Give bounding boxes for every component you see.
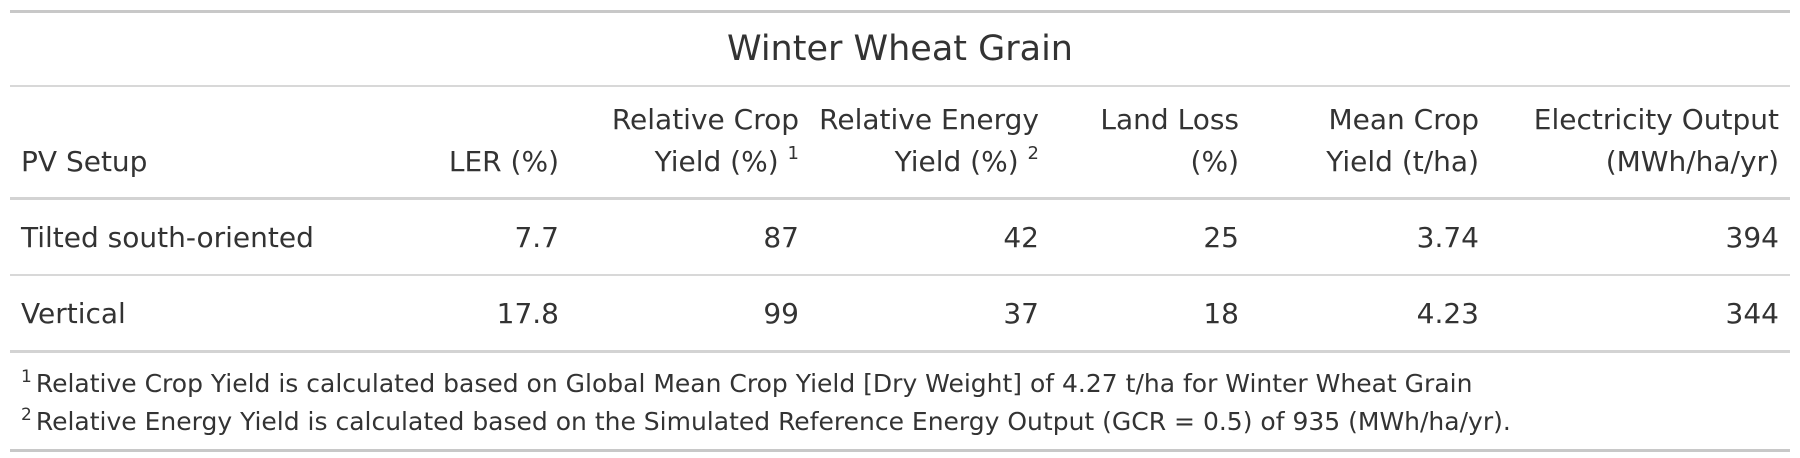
body-bottom-rule: [10, 350, 1790, 353]
header-line2: Yield (%): [894, 145, 1019, 178]
header-line2: LER (%): [448, 145, 559, 178]
cell-ler: 17.8: [496, 296, 559, 330]
header-line2: PV Setup: [21, 145, 148, 178]
header-relative-crop-yield: Relative Crop Yield (%) 1: [570, 87, 810, 197]
header-line1: Relative Energy: [819, 103, 1039, 136]
cell-pv-setup: Vertical: [21, 296, 126, 330]
footnote-marker: 2: [1027, 143, 1039, 164]
header-line1: Electricity Output: [1533, 103, 1779, 136]
row-divider: [10, 274, 1790, 276]
header-rule: [10, 197, 1790, 200]
header-relative-energy-yield: Relative Energy Yield (%) 2: [810, 87, 1050, 197]
bottom-rule: [10, 449, 1790, 452]
header-land-loss: Land Loss (%): [1050, 87, 1250, 197]
cell-relative-crop-yield: 87: [763, 220, 799, 254]
cell-relative-energy-yield: 42: [1003, 220, 1039, 254]
header-line2: Yield (t/ha): [1326, 145, 1479, 178]
header-line2: (MWh/ha/yr): [1605, 145, 1779, 178]
header-ler: LER (%): [400, 87, 570, 197]
header-line2-wrap: Yield (%) 2: [895, 141, 1039, 183]
table-row: Vertical 17.8 99 37 18 4.23 344: [10, 276, 1790, 350]
header-line2: (%): [1190, 145, 1239, 178]
table-title: Winter Wheat Grain: [726, 29, 1073, 69]
header-line2-wrap: Yield (%) 1: [655, 141, 799, 183]
cell-electricity-output: 394: [1725, 220, 1779, 254]
top-rule: [10, 10, 1790, 13]
results-table: Winter Wheat Grain PV Setup LER (%) Rela…: [10, 10, 1790, 452]
footnote-text: Relative Crop Yield is calculated based …: [35, 369, 1473, 398]
header-line1: Mean Crop: [1328, 103, 1479, 136]
header-line1: Land Loss: [1100, 103, 1239, 136]
header-row: PV Setup LER (%) Relative Crop Yield (%)…: [10, 87, 1790, 197]
table-row: Tilted south-oriented 7.7 87 42 25 3.74 …: [10, 200, 1790, 274]
footnote-marker: 1: [787, 143, 799, 164]
footnote-marker: 1: [21, 367, 32, 387]
cell-relative-energy-yield: 37: [1003, 296, 1039, 330]
cell-electricity-output: 344: [1725, 296, 1779, 330]
cell-land-loss: 25: [1203, 220, 1239, 254]
footnote-text: Relative Energy Yield is calculated base…: [35, 407, 1511, 436]
cell-ler: 7.7: [514, 220, 559, 254]
cell-land-loss: 18: [1203, 296, 1239, 330]
footnote-1: 1 Relative Crop Yield is calculated based…: [21, 365, 1779, 403]
header-pv-setup: PV Setup: [10, 87, 400, 197]
cell-mean-crop-yield: 3.74: [1416, 220, 1479, 254]
footnote-2: 2 Relative Energy Yield is calculated bas…: [21, 403, 1779, 441]
header-mean-crop-yield: Mean Crop Yield (t/ha): [1250, 87, 1490, 197]
footnotes: 1 Relative Crop Yield is calculated based…: [10, 353, 1790, 449]
header-electricity-output: Electricity Output (MWh/ha/yr): [1490, 87, 1790, 197]
cell-pv-setup: Tilted south-oriented: [21, 220, 314, 254]
header-line2: Yield (%): [654, 145, 779, 178]
footnote-marker: 2: [21, 405, 32, 425]
cell-mean-crop-yield: 4.23: [1416, 296, 1479, 330]
header-line1: Relative Crop: [611, 103, 799, 136]
cell-relative-crop-yield: 99: [763, 296, 799, 330]
title-rule: [10, 85, 1790, 87]
